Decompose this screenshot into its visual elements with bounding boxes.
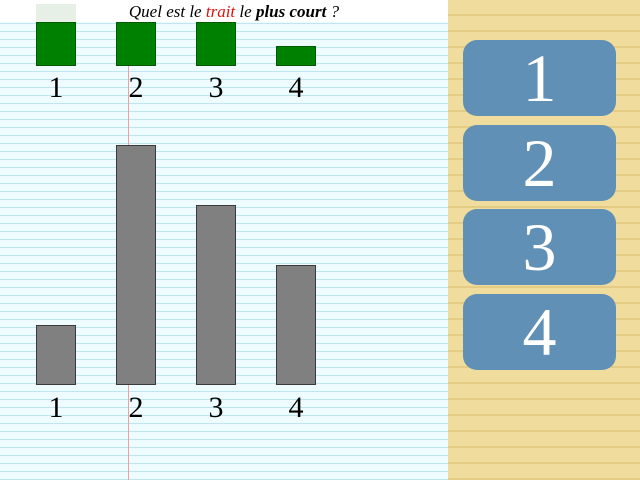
legend-label-3: 3 (208, 71, 224, 104)
line-bar-1 (36, 325, 76, 385)
line-bar-3 (196, 205, 236, 385)
legend-label-4: 4 (288, 71, 304, 104)
line-bar-4 (276, 265, 316, 385)
question-text: Quel est le trait le plus court ? (0, 2, 448, 22)
question-part1: Quel est le (128, 2, 206, 21)
title-band (0, 0, 448, 22)
bar-label-3: 3 (208, 391, 224, 424)
question-highlight: trait (205, 2, 236, 21)
bar-label-2: 2 (128, 391, 144, 424)
legend-ghost (36, 4, 76, 22)
line-bar-2 (116, 145, 156, 385)
legend-bar-1 (36, 22, 76, 66)
answer-button-1[interactable]: 1 (463, 40, 616, 116)
question-bold: plus court (255, 2, 327, 21)
legend-label-2: 2 (128, 71, 144, 104)
legend-label-1: 1 (48, 71, 64, 104)
question-part3: ? (326, 2, 340, 21)
legend-bar-4 (276, 46, 316, 66)
answer-button-4[interactable]: 4 (463, 294, 616, 370)
answer-button-2[interactable]: 2 (463, 125, 616, 201)
legend-bar-2 (116, 22, 156, 66)
legend-bar-3 (196, 22, 236, 66)
paper-area: Quel est le trait le plus court ? 1 2 3 … (0, 0, 448, 480)
bar-label-1: 1 (48, 391, 64, 424)
bar-label-4: 4 (288, 391, 304, 424)
question-part2: le (235, 2, 256, 21)
answer-button-3[interactable]: 3 (463, 209, 616, 285)
